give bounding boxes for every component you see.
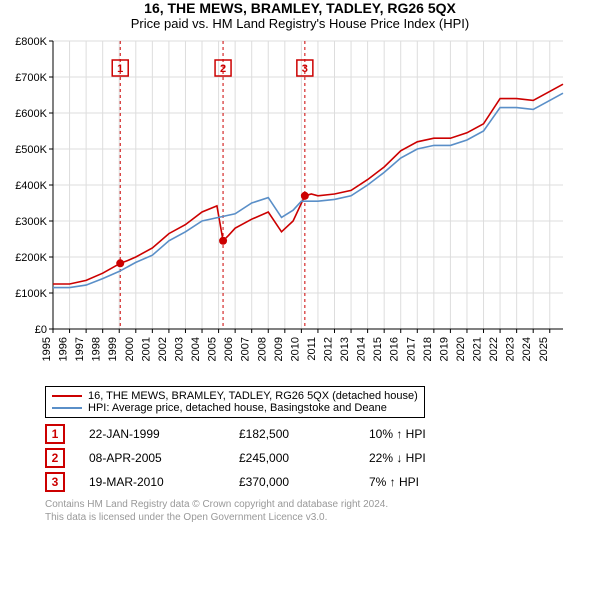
svg-text:2002: 2002 xyxy=(157,337,169,361)
caption: Contains HM Land Registry data © Crown c… xyxy=(45,498,595,524)
svg-text:£600K: £600K xyxy=(15,108,47,120)
svg-text:2023: 2023 xyxy=(505,337,517,361)
legend-item: HPI: Average price, detached house, Basi… xyxy=(52,402,418,414)
svg-text:1999: 1999 xyxy=(107,337,119,361)
svg-text:£400K: £400K xyxy=(15,180,47,192)
svg-text:2016: 2016 xyxy=(389,337,401,361)
svg-text:2001: 2001 xyxy=(140,337,152,361)
svg-text:£700K: £700K xyxy=(15,72,47,84)
svg-text:2008: 2008 xyxy=(256,337,268,361)
svg-text:2: 2 xyxy=(220,63,226,75)
event-price: £245,000 xyxy=(239,451,369,465)
svg-text:£800K: £800K xyxy=(15,36,47,48)
svg-text:2025: 2025 xyxy=(538,337,550,361)
svg-text:2017: 2017 xyxy=(405,337,417,361)
event-row: 2 08-APR-2005£245,00022% ↓ HPI xyxy=(45,448,595,468)
svg-text:2015: 2015 xyxy=(372,337,384,361)
events-table: 1 22-JAN-1999£182,50010% ↑ HPI 2 08-APR-200… xyxy=(45,424,595,492)
event-row: 1 22-JAN-1999£182,50010% ↑ HPI xyxy=(45,424,595,444)
svg-text:2013: 2013 xyxy=(339,337,351,361)
chart-area: £0 £100K £200K £300K £400K £500K £600K £700K £80… xyxy=(5,35,595,380)
event-diff: 7% ↑ HPI xyxy=(369,475,419,489)
svg-text:2020: 2020 xyxy=(455,337,467,361)
svg-text:2019: 2019 xyxy=(438,337,450,361)
svg-text:£500K: £500K xyxy=(15,144,47,156)
svg-text:2022: 2022 xyxy=(488,337,500,361)
event-marker: 1 xyxy=(45,424,65,444)
legend-item: 16, THE MEWS, BRAMLEY, TADLEY, RG26 5QX … xyxy=(52,390,418,402)
svg-text:£100K: £100K xyxy=(15,288,47,300)
event-date: 08-APR-2005 xyxy=(89,451,239,465)
svg-text:£0: £0 xyxy=(35,324,47,336)
svg-text:2000: 2000 xyxy=(124,337,136,361)
svg-text:£300K: £300K xyxy=(15,216,47,228)
legend: 16, THE MEWS, BRAMLEY, TADLEY, RG26 5QX … xyxy=(45,386,425,418)
svg-text:2024: 2024 xyxy=(521,337,533,361)
legend-label: HPI: Average price, detached house, Basi… xyxy=(88,402,387,414)
svg-text:2021: 2021 xyxy=(472,337,484,361)
svg-text:2005: 2005 xyxy=(207,337,219,361)
event-diff: 10% ↑ HPI xyxy=(369,427,426,441)
event-marker: 3 xyxy=(45,472,65,492)
svg-text:1995: 1995 xyxy=(41,337,53,361)
line-chart: £0 £100K £200K £300K £400K £500K £600K £700K £80… xyxy=(5,35,565,375)
svg-text:2007: 2007 xyxy=(240,337,252,361)
svg-text:1998: 1998 xyxy=(91,337,103,361)
svg-text:2012: 2012 xyxy=(322,337,334,361)
chart-subtitle: Price paid vs. HM Land Registry's House … xyxy=(5,16,595,31)
event-diff: 22% ↓ HPI xyxy=(369,451,426,465)
svg-text:2010: 2010 xyxy=(289,337,301,361)
svg-text:2003: 2003 xyxy=(173,337,185,361)
svg-text:2009: 2009 xyxy=(273,337,285,361)
event-date: 22-JAN-1999 xyxy=(89,427,239,441)
caption-line: Contains HM Land Registry data © Crown c… xyxy=(45,498,595,511)
legend-swatch xyxy=(52,407,82,409)
svg-text:2004: 2004 xyxy=(190,337,202,361)
event-price: £182,500 xyxy=(239,427,369,441)
svg-text:1996: 1996 xyxy=(58,337,70,361)
event-date: 19-MAR-2010 xyxy=(89,475,239,489)
event-marker: 2 xyxy=(45,448,65,468)
svg-text:£200K: £200K xyxy=(15,252,47,264)
event-row: 3 19-MAR-2010£370,0007% ↑ HPI xyxy=(45,472,595,492)
chart-title: 16, THE MEWS, BRAMLEY, TADLEY, RG26 5QX xyxy=(5,0,595,16)
legend-swatch xyxy=(52,395,82,397)
svg-text:2011: 2011 xyxy=(306,337,318,361)
svg-text:2006: 2006 xyxy=(223,337,235,361)
svg-text:1997: 1997 xyxy=(74,337,86,361)
svg-text:2018: 2018 xyxy=(422,337,434,361)
event-price: £370,000 xyxy=(239,475,369,489)
svg-text:1: 1 xyxy=(117,63,123,75)
legend-label: 16, THE MEWS, BRAMLEY, TADLEY, RG26 5QX … xyxy=(88,390,418,402)
caption-line: This data is licensed under the Open Gov… xyxy=(45,511,595,524)
svg-text:2014: 2014 xyxy=(356,337,368,361)
svg-text:3: 3 xyxy=(302,63,308,75)
